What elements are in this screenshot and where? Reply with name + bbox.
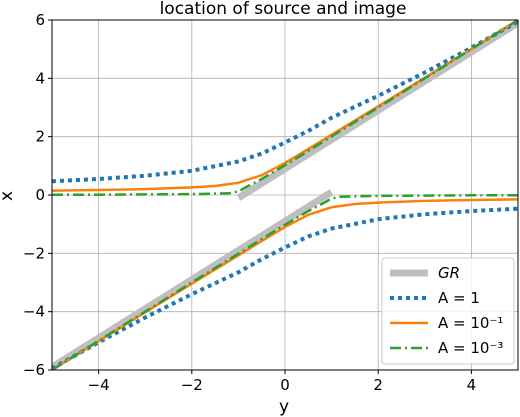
series-2-line bbox=[52, 20, 518, 192]
ticks: −4 −2 0 2 4 −6 −4 −2 0 2 4 6 bbox=[23, 11, 476, 394]
legend-label: GR bbox=[438, 264, 460, 282]
series-1-line bbox=[52, 206, 518, 370]
x-tick-label: −4 bbox=[88, 376, 110, 394]
legend-label: A = 10⁻¹ bbox=[438, 314, 503, 332]
y-tick-label: 4 bbox=[35, 69, 45, 87]
series-2-line bbox=[52, 198, 518, 370]
series-0-line bbox=[236, 20, 518, 201]
plot-lines bbox=[52, 20, 518, 370]
x-tick-label: 0 bbox=[280, 376, 290, 394]
y-tick-label: −6 bbox=[23, 361, 45, 379]
chart-title: location of source and image bbox=[160, 0, 407, 19]
legend-label: A = 1 bbox=[438, 289, 480, 307]
y-tick-label: −4 bbox=[23, 303, 45, 321]
y-axis-label: x bbox=[0, 191, 17, 201]
legend-box bbox=[381, 257, 515, 365]
series-1-line bbox=[52, 20, 518, 184]
legend: GR A = 1 A = 10⁻¹ A = 10⁻³ bbox=[381, 257, 515, 365]
x-tick-label: −2 bbox=[181, 376, 203, 394]
y-tick-label: −2 bbox=[23, 244, 45, 262]
x-tick-label: 2 bbox=[373, 376, 383, 394]
y-tick-label: 0 bbox=[35, 186, 45, 204]
legend-label: A = 10⁻³ bbox=[438, 339, 503, 357]
x-tick-label: 4 bbox=[467, 376, 477, 394]
series-3-line bbox=[52, 194, 518, 370]
x-axis-label: y bbox=[279, 397, 289, 417]
y-tick-label: 6 bbox=[35, 11, 45, 29]
series-3-line bbox=[52, 20, 518, 196]
plot-area bbox=[52, 20, 518, 370]
y-tick-label: 2 bbox=[35, 128, 45, 146]
series-0-line bbox=[52, 189, 334, 370]
